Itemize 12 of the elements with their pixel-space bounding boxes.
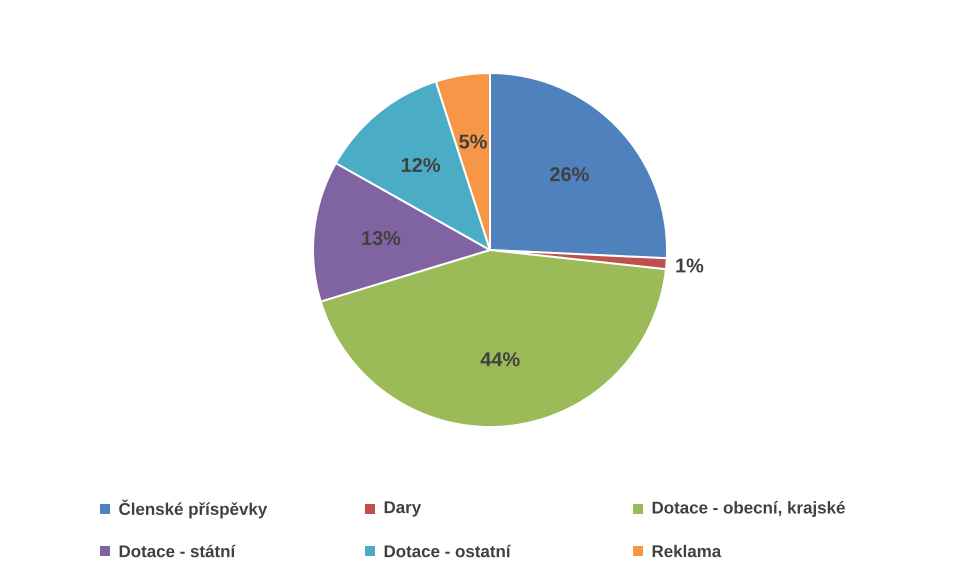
- legend-label: Dotace - obecní, krajské: [652, 501, 845, 517]
- data-label: 26%: [550, 167, 589, 182]
- data-label: 13%: [362, 231, 400, 246]
- legend-label: Členské příspěvky: [119, 500, 268, 518]
- legend-label: Reklama: [652, 544, 722, 558]
- data-label: 1%: [676, 258, 704, 273]
- data-label: 12%: [402, 158, 440, 172]
- legend-label: Dotace - ostatní: [384, 544, 511, 558]
- legend-label: Dary: [384, 501, 422, 517]
- legend-label: Dotace - státní: [120, 544, 236, 558]
- data-label: 5%: [459, 134, 487, 149]
- data-label: 44%: [480, 352, 520, 366]
